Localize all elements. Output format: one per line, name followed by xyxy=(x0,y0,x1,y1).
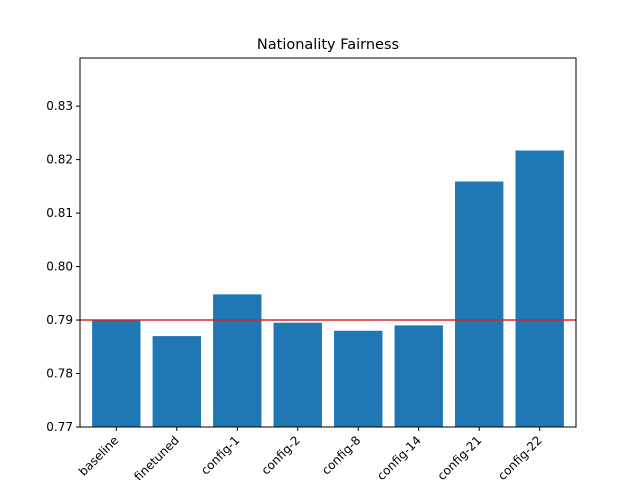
x-tick-label: config-8 xyxy=(319,433,363,477)
y-tick-label: 0.77 xyxy=(46,420,73,434)
bar-config-8 xyxy=(334,330,383,427)
y-tick-label: 0.82 xyxy=(46,153,73,167)
bar-config-2 xyxy=(273,322,322,427)
x-tick-label: config-2 xyxy=(259,433,303,477)
y-tick-label: 0.79 xyxy=(46,313,73,327)
x-tick-label: baseline xyxy=(76,433,121,478)
bar-config-14 xyxy=(394,325,443,427)
plot-area: 0.77 0.78 0.79 0.80 0.81 0.82 0.83 baseline fine… xyxy=(46,57,577,480)
bar-config-22 xyxy=(515,150,564,427)
y-tick-label: 0.83 xyxy=(46,99,73,113)
bar-finetuned xyxy=(152,336,201,427)
y-tick-label: 0.80 xyxy=(46,260,73,274)
bar-config-21 xyxy=(455,181,504,427)
bar-config-1 xyxy=(213,294,262,427)
x-tick-label: config-1 xyxy=(198,433,242,477)
plot-frame xyxy=(79,57,577,428)
bar-baseline xyxy=(92,320,141,427)
y-tick-label: 0.78 xyxy=(46,367,73,381)
x-tick-label: finetuned xyxy=(131,433,182,480)
x-tick-label: config-14 xyxy=(374,433,424,480)
x-tick-label: config-21 xyxy=(435,433,485,480)
chart-title: Nationality Fairness xyxy=(257,37,399,53)
x-tick-label: config-22 xyxy=(495,433,545,480)
y-tick-label: 0.81 xyxy=(46,206,73,220)
